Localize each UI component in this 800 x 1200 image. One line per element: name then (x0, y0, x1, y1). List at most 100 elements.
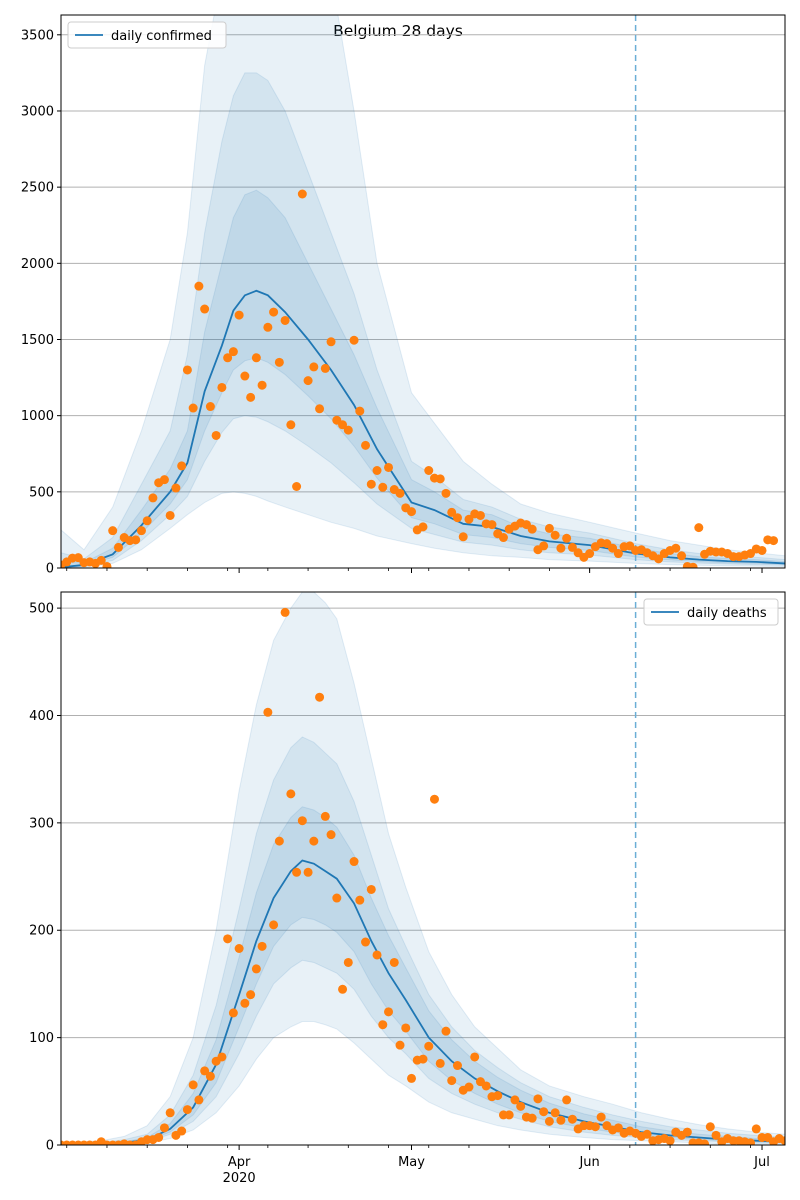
data-point (257, 941, 267, 951)
data-point (349, 335, 359, 345)
data-point (332, 893, 342, 903)
data-point (464, 514, 474, 524)
data-point (269, 307, 279, 317)
data-point (665, 1136, 675, 1145)
data-point (590, 1122, 600, 1132)
data-point (452, 1061, 462, 1071)
data-point (556, 543, 566, 553)
data-point (447, 1076, 457, 1086)
data-point (504, 1110, 514, 1120)
data-point (498, 533, 508, 543)
data-point (315, 692, 325, 702)
data-point (705, 1122, 715, 1132)
data-point (544, 1116, 554, 1126)
data-point (182, 365, 192, 375)
data-point (251, 964, 261, 974)
data-point (292, 482, 302, 491)
data-point (361, 937, 371, 947)
data-point (550, 530, 560, 540)
data-point (228, 1008, 238, 1018)
y-tick-label: 500 (29, 602, 54, 617)
data-point (326, 830, 336, 840)
data-point (533, 1094, 543, 1104)
data-point (567, 1114, 577, 1124)
data-point (452, 513, 462, 523)
data-point (159, 1123, 169, 1133)
data-point (746, 1138, 756, 1145)
y-tick-label: 0 (46, 1139, 54, 1154)
data-point (177, 1126, 187, 1136)
data-point (165, 510, 175, 520)
x-tick-label: Jul (753, 1155, 770, 1170)
data-point (435, 474, 445, 484)
data-point (458, 532, 468, 542)
data-point (234, 944, 244, 953)
data-point (246, 392, 256, 402)
data-point (136, 526, 146, 536)
data-point (384, 1007, 394, 1017)
data-point (475, 510, 485, 520)
confirmed-chart-panel: 0 500 1000 1500 2000 2500 3000 3500 daily confir… (21, 0, 790, 577)
data-point (320, 363, 330, 373)
legend: daily deaths (643, 598, 779, 626)
uncertainty-band-outer (61, 592, 785, 1145)
data-point (401, 1023, 411, 1033)
data-point (395, 1040, 405, 1050)
data-point (613, 549, 623, 559)
data-point (240, 371, 250, 381)
data-point (567, 542, 577, 552)
data-point (424, 1041, 434, 1051)
data-point (441, 488, 451, 498)
data-point (613, 1123, 623, 1133)
data-point (303, 867, 313, 877)
data-point (223, 934, 233, 944)
data-point (263, 707, 273, 717)
data-point (424, 466, 434, 475)
plot-area (61, 592, 785, 1145)
data-point (159, 475, 169, 485)
data-point (142, 516, 152, 526)
data-point (217, 1052, 227, 1062)
data-point (309, 836, 319, 846)
data-point (108, 526, 118, 536)
data-point (280, 315, 290, 325)
data-point (269, 920, 279, 930)
axes-frame (60, 591, 786, 1146)
data-point (429, 794, 439, 804)
x-tick-label: May (398, 1155, 425, 1170)
data-point (694, 523, 704, 533)
x-tick-label: Apr (228, 1155, 251, 1170)
legend-label: daily confirmed (111, 29, 212, 44)
data-point (320, 811, 330, 821)
data-point (487, 520, 497, 530)
data-point (188, 1080, 198, 1090)
y-tick-label: 1500 (21, 333, 54, 348)
data-point (274, 836, 284, 846)
y-tick-label: 2500 (21, 181, 54, 196)
data-point (372, 466, 382, 475)
data-point (205, 402, 215, 412)
y-tick-label: 100 (29, 1031, 54, 1046)
data-point (338, 420, 348, 430)
data-point (562, 533, 572, 543)
data-point (217, 382, 227, 392)
y-tick-label: 2000 (21, 257, 54, 272)
data-point (682, 1127, 692, 1137)
data-point (418, 1054, 428, 1064)
data-point (355, 895, 365, 905)
data-point (510, 1095, 520, 1105)
data-point (228, 347, 238, 357)
y-tick-label: 500 (29, 485, 54, 500)
uncertainty-band-inner (61, 189, 785, 568)
data-point (781, 0, 790, 5)
data-point (378, 1020, 388, 1030)
data-point (608, 543, 618, 553)
data-point (407, 1073, 417, 1083)
x-tick-sublabel: 2020 (223, 1171, 256, 1186)
data-point (384, 462, 394, 472)
data-point (234, 310, 244, 320)
data-point (303, 376, 313, 386)
data-point (292, 867, 302, 877)
